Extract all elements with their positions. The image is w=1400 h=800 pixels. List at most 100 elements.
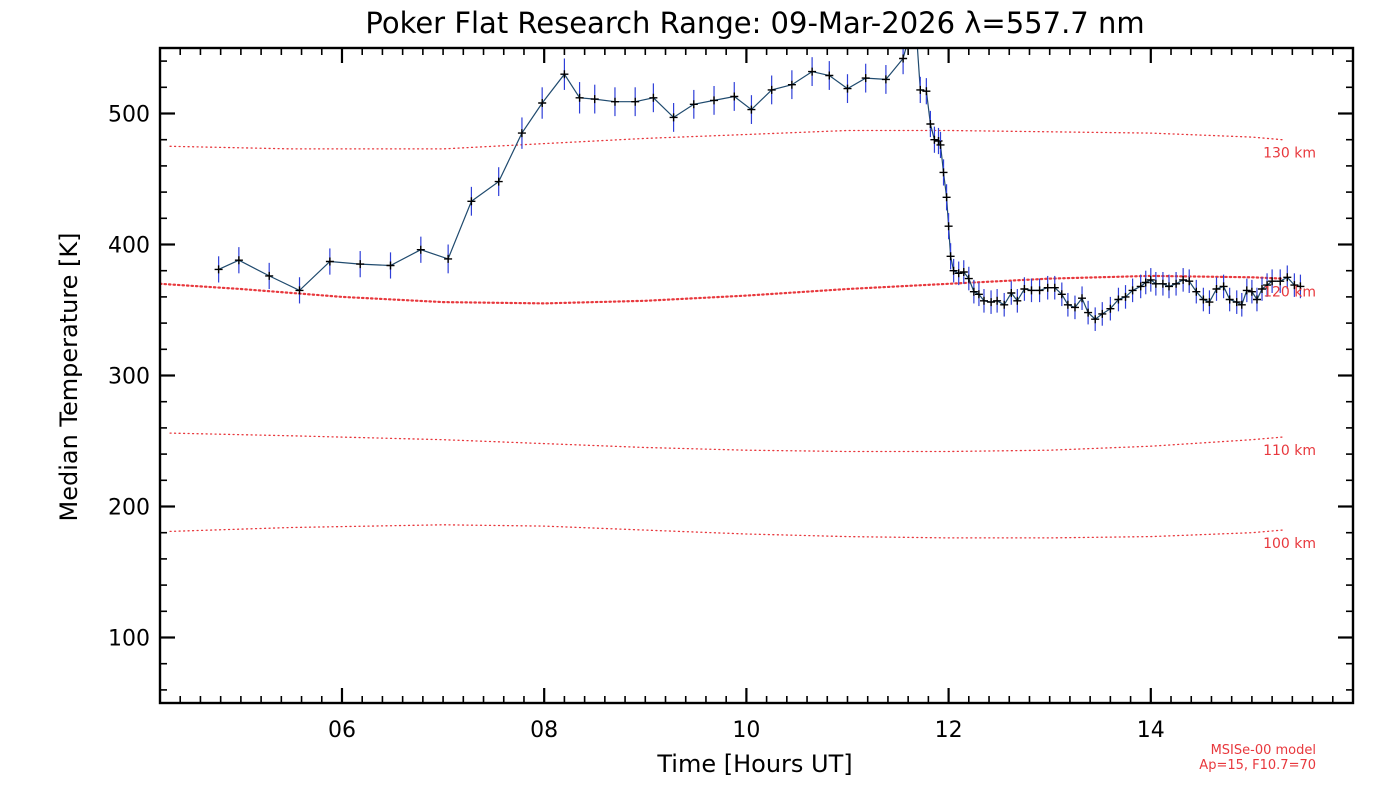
data-point [1263,281,1272,290]
x-tick-label: 12 [935,718,963,743]
data-point [1253,295,1261,304]
data-point [1205,298,1214,307]
data-point [538,99,547,107]
data-point [1158,279,1167,288]
data-point [356,260,365,269]
model-curve-130-km [169,129,1283,150]
data-point [649,93,658,102]
data-point [325,257,334,266]
data-point [954,269,963,278]
data-point [386,261,395,270]
data-point [942,193,951,202]
data-point [1225,295,1234,304]
data-point [1290,281,1299,290]
data-point [1237,300,1246,309]
data-point [1027,286,1036,295]
plot-frame [158,46,1355,705]
data-point [899,54,908,63]
data-point [946,252,955,261]
data-point [214,265,223,274]
y-tick-label: 300 [108,365,150,390]
y-tick-label: 400 [108,234,150,259]
data-point [1013,296,1022,305]
x-axis-label: Time [Hours UT] [656,750,852,778]
data-point [1043,283,1052,292]
data-point [1151,279,1160,288]
data-point [964,274,973,283]
x-tick-label: 14 [1137,718,1165,743]
data-point [1057,290,1066,299]
data-point [1035,286,1044,295]
data-point [1007,289,1016,297]
data-point [939,168,948,177]
model-curve-100-km [169,524,1283,539]
data-point [936,140,945,149]
data-point [993,296,1002,305]
data-point [1283,273,1292,282]
data-point [1296,282,1305,291]
model-curve-120-km [160,274,1284,305]
data-point [1114,295,1123,304]
data-point [1247,287,1256,296]
x-tick-label: 10 [732,718,760,743]
data-point [1212,285,1221,293]
data-point [467,197,476,206]
data-point [669,113,678,122]
data-point [611,97,619,106]
y-tick-label: 100 [108,627,150,652]
data-point [1098,309,1107,318]
data-point [930,135,939,144]
data-point [1121,292,1130,301]
data-point [1185,277,1194,286]
data-point [1078,294,1086,303]
data-point [1106,304,1115,313]
data-point [1276,277,1285,286]
data-point [1179,275,1188,284]
data-point [444,254,453,263]
axis-ticks: 06 08 10 12 14 100 200 300 400 500 [108,48,1354,743]
series-line [218,48,1301,320]
data-point [1192,287,1201,296]
data-point [1199,295,1208,304]
model-curve-label: 120 km [1263,285,1316,301]
model-curve-label: 100 km [1263,536,1316,552]
y-tick-label: 200 [108,496,150,521]
data-point [949,266,958,275]
data-point [710,96,718,105]
data-point [1219,282,1228,291]
model-curve-label: 130 km [1263,146,1316,162]
data-point [1141,278,1150,287]
x-tick-label: 08 [530,718,558,743]
data-point [843,84,852,93]
data-point [1084,308,1093,317]
data-point [959,268,968,276]
data-point [1128,286,1137,295]
data-point [590,95,599,104]
data-point [517,129,526,138]
data-point [787,80,796,89]
data-point [980,296,988,305]
data-point [265,271,274,280]
data-point [1172,279,1181,288]
data-point [825,71,834,80]
model-curves [160,129,1284,539]
y-tick-label: 500 [108,103,150,128]
data-point [730,92,739,101]
data-point [631,97,640,106]
data-point [1063,300,1072,309]
data-point [1242,286,1251,295]
data-point [969,287,978,296]
data-point [944,222,953,231]
data-point [1020,285,1029,293]
y-axis-label: Median Temperature [K] [55,232,83,521]
data-point [767,85,776,94]
model-name-note: MSISe-00 model [1211,743,1316,758]
data-point [1071,303,1079,312]
data-point [560,70,569,79]
data-point [861,74,870,83]
data-point [1091,315,1100,324]
data-point [916,85,925,94]
data-point [575,93,584,102]
data-point [1000,300,1009,309]
